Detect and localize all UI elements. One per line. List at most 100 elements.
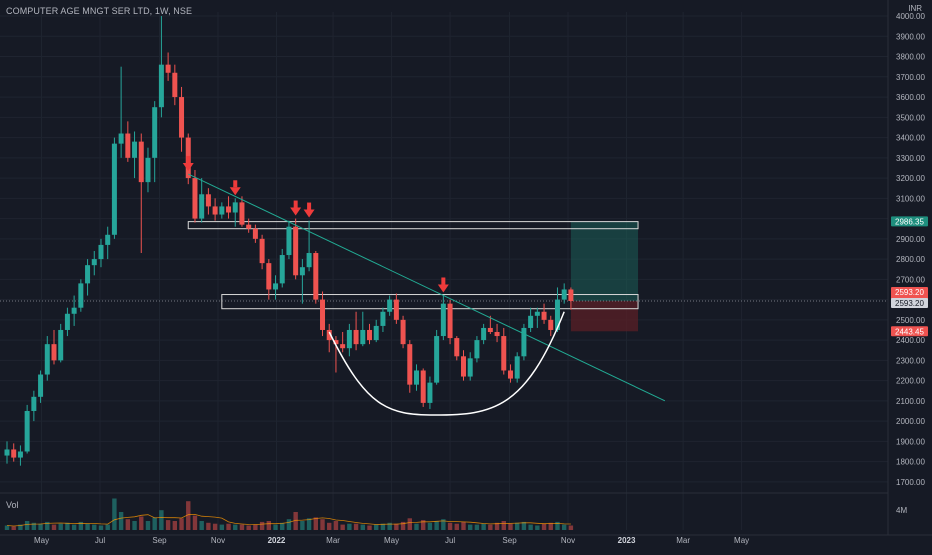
down-arrow-icon [437,277,449,293]
candle-body [393,299,399,320]
price-tick-label: 3500.00 [896,113,925,122]
candle-body [125,133,131,158]
arrow-shaft [293,200,298,208]
cup-curve [328,311,565,416]
volume-bar [199,521,204,530]
stop-price-badge-bg [891,326,928,337]
time-tick-label: Sep [152,536,167,545]
time-tick-label: 2022 [268,536,286,545]
candle-body [232,202,238,213]
volume-bar [45,521,50,530]
time-tick-label: May [34,536,49,545]
time-tick-label: May [384,536,399,545]
volume-bar [125,519,131,530]
volume-bar [561,524,567,530]
volume-bar [233,524,238,530]
volume-bar [514,522,520,530]
volume-bar [192,515,198,530]
volume-bar [286,519,292,530]
volume-bar [400,521,406,530]
candle-body [333,340,339,345]
candle-body [568,289,574,301]
candle-body [454,338,460,357]
time-tick-label: Nov [561,536,575,545]
candle-body [514,356,520,379]
time-tick-label: Jul [445,536,455,545]
volume-label: Vol [6,500,19,510]
price-tick-label: 3100.00 [896,194,925,203]
volume-ma-line [6,513,571,527]
candle-body [460,356,466,377]
candle-body [226,206,232,213]
volume-bar [333,521,339,530]
target-price-badge-text: 2986.35 [895,217,924,226]
candle-body [313,253,319,300]
price-tick-label: 3700.00 [896,73,925,82]
volume-bar [501,521,506,530]
arrow-head [303,209,315,218]
volume-bar [340,524,345,530]
volume-bar [253,524,258,530]
volume-bar [353,523,359,530]
candle-body [205,194,211,207]
candle-body [554,299,560,330]
price-tick-label: 1700.00 [896,478,925,487]
candle-body [427,382,433,403]
candle-body [11,449,17,458]
candle-body [239,202,245,225]
candle-body [447,303,453,339]
candle-body [320,299,326,330]
price-tick-label: 3800.00 [896,53,925,62]
volume-bar [78,521,84,530]
price-tick-label: 2300.00 [896,356,925,365]
candle-body [31,396,37,411]
candle-body [353,329,359,345]
candle-body [367,329,373,341]
candle-body [219,206,225,215]
price-tick-label: 2200.00 [896,377,925,386]
candle-body [373,325,379,341]
volume-bar [427,522,433,530]
candle-body [17,451,23,458]
volume-bar [18,524,23,530]
time-tick-label: Nov [211,536,225,545]
price-tick-label: 2800.00 [896,255,925,264]
arrow-shaft [186,155,191,163]
candle-body [64,313,70,330]
down-arrow-icon [229,180,241,196]
target-zone [570,221,639,301]
volume-bar [105,524,110,530]
volume-bar [414,523,419,530]
resistance-box-lower [221,294,639,310]
candle-body [138,141,144,183]
volume-bar [112,498,117,530]
volume-bar [186,501,191,530]
candle-body [71,307,77,314]
candle-body [24,410,30,452]
candle-body [400,319,406,345]
candle-body [98,244,104,260]
currency-label: INR [908,4,922,13]
time-tick-label: Mar [676,536,690,545]
candle-body [152,107,158,158]
volume-bar [367,525,372,530]
candle-body [212,206,218,215]
volume-bar [71,524,77,530]
volume-bar [306,518,312,530]
arrow-shaft [441,277,446,285]
time-tick-label: May [734,536,749,545]
candle-body [78,283,84,308]
price-tick-label: 3900.00 [896,32,925,41]
candle-body [346,329,352,349]
entry-price-badge-text: 2593.20 [895,299,924,308]
volume-bar [179,518,184,530]
price-tick-label: 2000.00 [896,417,925,426]
arrow-shaft [233,180,238,188]
stop-zone [570,300,639,332]
candle-body [521,327,527,357]
volume-bar [488,524,493,530]
volume-bar [508,523,513,530]
candle-body [434,336,440,383]
